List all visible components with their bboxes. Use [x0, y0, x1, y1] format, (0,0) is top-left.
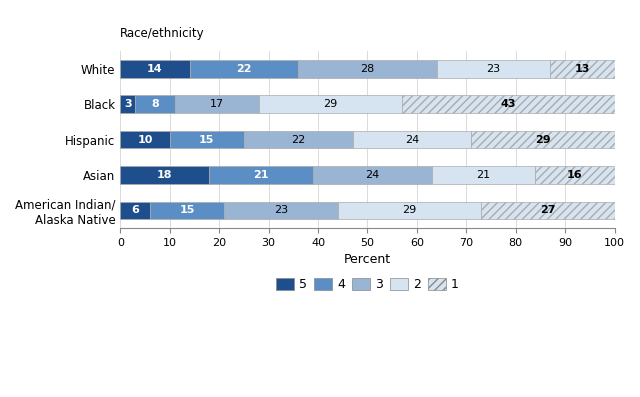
- Text: 15: 15: [179, 205, 195, 216]
- Text: 21: 21: [477, 170, 491, 180]
- Text: 8: 8: [151, 99, 159, 109]
- Bar: [431, 166, 536, 184]
- Text: 22: 22: [236, 64, 252, 74]
- Text: 22: 22: [291, 135, 305, 145]
- Bar: [120, 202, 150, 219]
- Text: Race/ethnicity: Race/ethnicity: [120, 27, 205, 40]
- Bar: [536, 166, 614, 184]
- Bar: [244, 131, 353, 148]
- X-axis label: Percent: Percent: [344, 253, 391, 266]
- Bar: [120, 131, 170, 148]
- Bar: [481, 202, 614, 219]
- Bar: [170, 131, 244, 148]
- Bar: [120, 95, 135, 113]
- Text: 13: 13: [575, 64, 590, 74]
- Bar: [471, 131, 614, 148]
- Text: 3: 3: [124, 99, 132, 109]
- Text: 43: 43: [500, 99, 516, 109]
- Bar: [224, 202, 338, 219]
- Text: 29: 29: [403, 205, 417, 216]
- Bar: [175, 95, 259, 113]
- Text: 10: 10: [138, 135, 153, 145]
- Bar: [189, 60, 298, 77]
- Text: 23: 23: [486, 64, 500, 74]
- Text: 23: 23: [274, 205, 288, 216]
- Legend: 5, 4, 3, 2, 1: 5, 4, 3, 2, 1: [271, 273, 463, 296]
- Bar: [436, 60, 550, 77]
- Text: 18: 18: [157, 170, 173, 180]
- Bar: [209, 166, 313, 184]
- Text: 15: 15: [199, 135, 214, 145]
- Text: 14: 14: [147, 64, 163, 74]
- Bar: [120, 60, 189, 77]
- Bar: [259, 95, 402, 113]
- Bar: [120, 166, 209, 184]
- Bar: [313, 166, 431, 184]
- Text: 16: 16: [567, 170, 583, 180]
- Bar: [550, 60, 614, 77]
- Bar: [150, 202, 224, 219]
- Bar: [402, 95, 614, 113]
- Text: 24: 24: [365, 170, 380, 180]
- Text: 29: 29: [323, 99, 337, 109]
- Text: 29: 29: [535, 135, 550, 145]
- Text: 21: 21: [253, 170, 269, 180]
- Bar: [298, 60, 436, 77]
- Text: 27: 27: [540, 205, 556, 216]
- Bar: [353, 131, 471, 148]
- Text: 6: 6: [131, 205, 139, 216]
- Text: 28: 28: [360, 64, 374, 74]
- Text: 24: 24: [404, 135, 419, 145]
- Text: 17: 17: [210, 99, 224, 109]
- Bar: [338, 202, 481, 219]
- Bar: [135, 95, 175, 113]
